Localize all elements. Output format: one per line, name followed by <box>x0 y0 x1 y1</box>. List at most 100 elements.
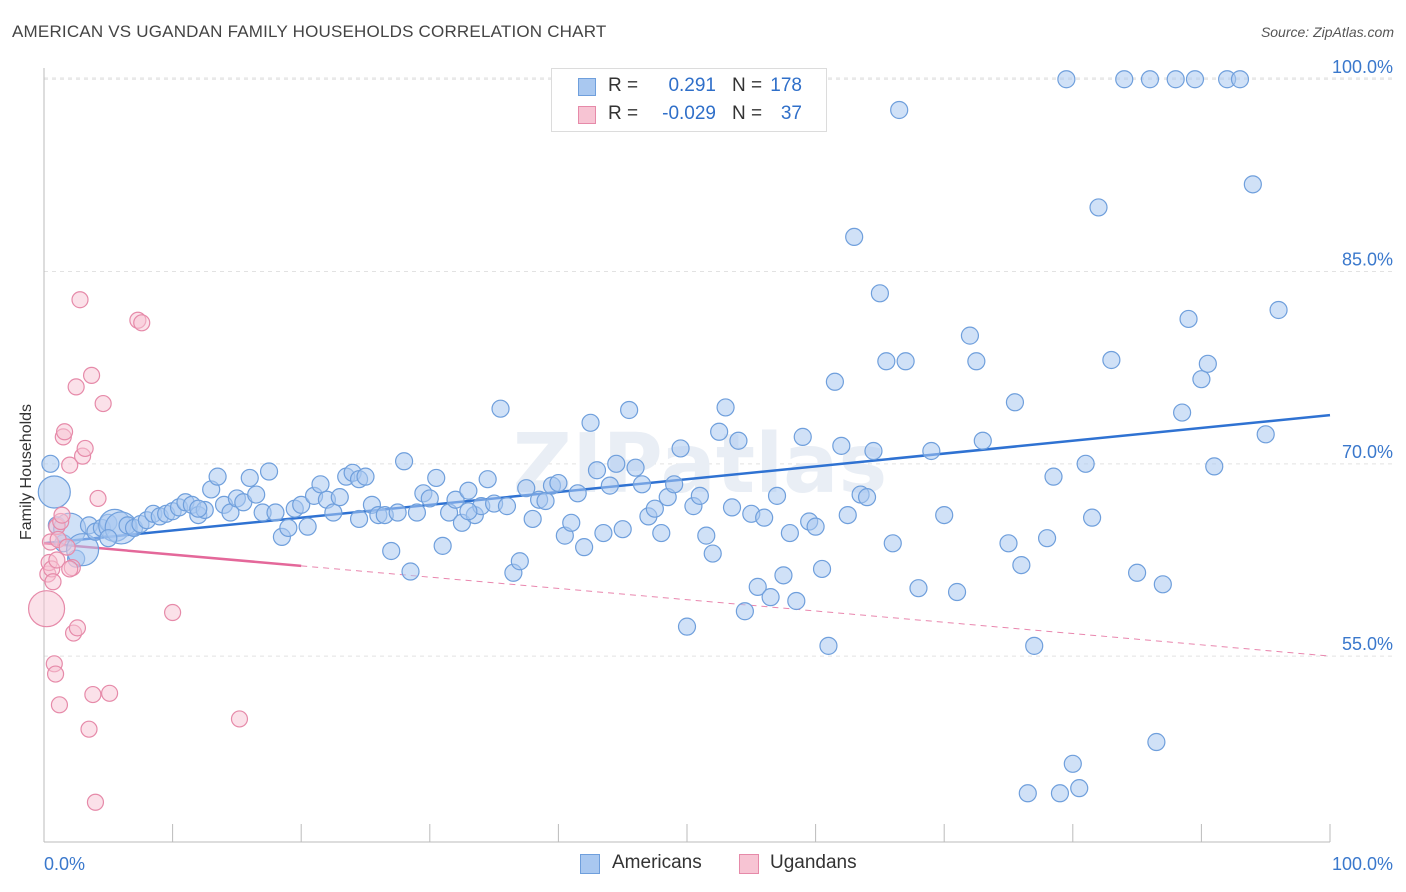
american-point <box>41 454 60 473</box>
american-point <box>806 517 825 536</box>
ugandan-point <box>89 489 107 508</box>
american-point <box>311 475 330 494</box>
american-point <box>780 523 799 543</box>
ugandan-point <box>94 394 112 413</box>
chart-title: AMERICAN VS UGANDAN FAMILY HOUSEHOLDS CO… <box>12 22 607 41</box>
american-point <box>864 441 883 461</box>
american-point <box>330 488 349 507</box>
american-point <box>620 400 639 420</box>
american-point <box>240 468 259 488</box>
tick-labels: 55.0% 70.0% 85.0% 100.0% 0.0% 100.0% <box>44 57 1393 874</box>
legend-r-value: 0.291 <box>668 75 716 96</box>
american-point <box>999 534 1018 553</box>
ugandan-point <box>71 291 89 309</box>
american-point <box>922 441 941 461</box>
american-point <box>600 476 619 495</box>
ugandan-point <box>164 603 182 622</box>
y-tick-label: 55.0% <box>1342 634 1393 654</box>
american-point <box>1025 636 1044 655</box>
american-point <box>1185 70 1205 89</box>
x-tick-label: 100.0% <box>1332 854 1393 874</box>
american-point <box>510 552 529 571</box>
american-point <box>247 485 266 504</box>
american-point <box>774 566 793 585</box>
ugandan-point <box>76 439 94 458</box>
american-point <box>845 227 864 247</box>
american-point <box>298 517 317 536</box>
american-point <box>1082 508 1102 527</box>
data-points <box>27 70 1288 811</box>
american-point <box>1044 467 1063 486</box>
american-point <box>710 422 729 441</box>
american-point <box>909 579 928 598</box>
american-point <box>259 462 279 481</box>
american-point <box>208 467 227 486</box>
ugandan-point <box>44 573 62 591</box>
american-point <box>446 490 465 509</box>
ugandan-point <box>61 456 79 474</box>
ugandan-point <box>68 619 87 637</box>
bottom-label-ugandans: Ugandans <box>770 852 857 873</box>
ugandan-point <box>55 423 74 441</box>
american-point <box>645 499 664 518</box>
legend-r-label: R = <box>608 103 639 124</box>
american-point <box>716 398 735 417</box>
american-point <box>632 475 652 494</box>
american-point <box>1205 457 1224 476</box>
y-tick-label: 100.0% <box>1332 57 1393 77</box>
legend-swatch-ugandans <box>578 106 596 124</box>
ugandans-trend-extension <box>301 565 1331 657</box>
american-point <box>1256 425 1275 444</box>
american-point <box>189 499 208 518</box>
american-point <box>967 352 986 371</box>
source-note: Source: ZipAtlas.com <box>1260 24 1394 40</box>
american-point <box>1243 175 1262 194</box>
american-point <box>517 479 536 498</box>
american-point <box>562 513 581 532</box>
american-point <box>1230 70 1250 89</box>
american-point <box>890 100 909 120</box>
american-point <box>1179 309 1198 329</box>
american-point <box>613 520 632 539</box>
american-point <box>883 534 902 553</box>
american-point <box>1198 354 1217 373</box>
american-point <box>491 399 510 418</box>
american-point <box>1018 784 1037 803</box>
legend-n-value: 37 <box>780 103 802 124</box>
american-point <box>433 536 452 555</box>
american-point <box>1192 370 1211 389</box>
american-point <box>947 582 967 602</box>
americans-trend-line <box>43 413 1331 545</box>
american-point <box>825 372 844 391</box>
american-point <box>388 503 407 522</box>
american-point <box>607 454 626 473</box>
y-tick-label: 70.0% <box>1342 442 1393 462</box>
american-point <box>665 475 684 494</box>
american-point <box>536 491 555 511</box>
american-point <box>549 473 568 493</box>
american-point <box>870 284 890 303</box>
american-point <box>594 523 613 543</box>
bottom-swatch-americans <box>580 854 600 874</box>
american-point <box>896 352 915 371</box>
american-point <box>279 518 298 538</box>
american-point <box>761 588 780 607</box>
stats-legend: R = 0.291 N = 178 R = -0.029 N = 37 <box>551 68 827 132</box>
american-point <box>877 352 896 371</box>
american-point <box>1127 563 1147 582</box>
american-point <box>407 503 427 522</box>
american-point <box>1102 350 1121 370</box>
american-point <box>459 481 478 500</box>
american-point <box>356 467 375 486</box>
ugandan-point <box>82 366 101 384</box>
legend-row-americans: R = 0.291 N = 178 <box>552 73 826 99</box>
american-point <box>459 502 478 521</box>
american-point <box>1057 70 1076 89</box>
american-point <box>729 431 748 450</box>
american-point <box>349 509 369 529</box>
bottom-legend-ugandans: Ugandans <box>739 851 869 877</box>
american-point <box>1115 70 1134 89</box>
american-point <box>973 431 992 450</box>
ugandan-point <box>230 710 249 728</box>
american-point <box>1140 70 1160 89</box>
